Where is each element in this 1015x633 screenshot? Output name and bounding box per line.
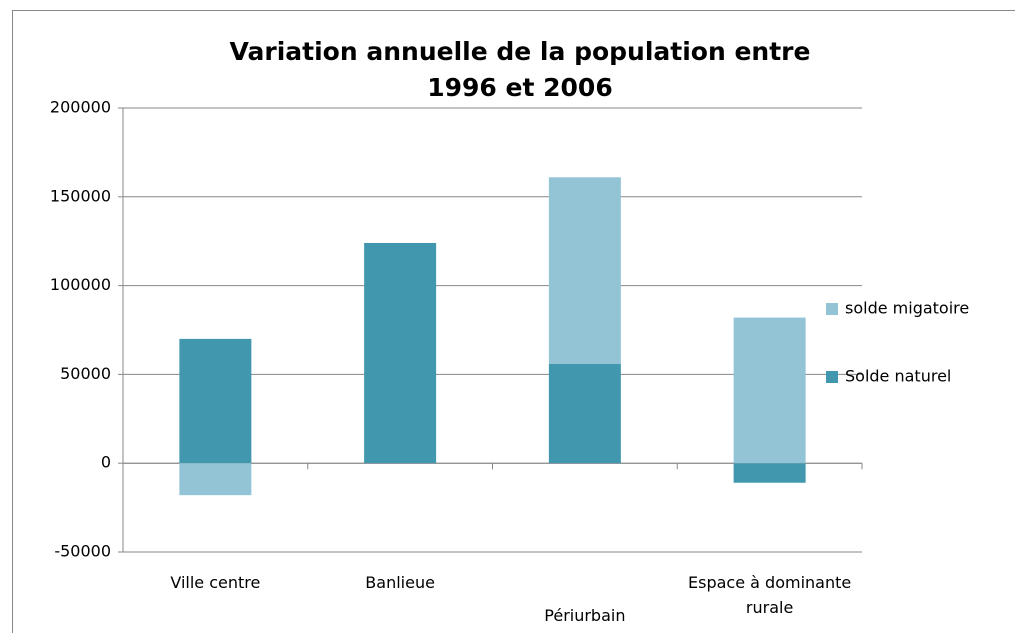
bar-segment: [733, 463, 806, 483]
y-tick-label: -50000: [54, 542, 111, 561]
legend-label: solde migatoire: [845, 299, 969, 318]
y-tick-label: 150000: [50, 186, 111, 205]
chart-frame: [12, 10, 1015, 633]
y-tick-label: 200000: [50, 98, 111, 117]
x-tick-label: Banlieue: [365, 573, 435, 592]
legend-swatch: [826, 303, 838, 315]
bar-segment: [548, 177, 621, 364]
bar-segment: [733, 317, 806, 464]
bar-segment: [179, 338, 252, 464]
x-tick-label: Ville centre: [170, 573, 261, 592]
x-tick-label: Espace à dominante rurale: [688, 573, 852, 617]
y-tick-label: 100000: [50, 275, 111, 294]
chart-title: Variation annuelle de la population entr…: [229, 37, 811, 102]
bar-segment: [364, 242, 437, 464]
x-tick-label: Périurbain: [544, 606, 626, 625]
y-tick-label: 0: [101, 453, 111, 472]
bar-segment: [179, 463, 252, 496]
bar-segment: [548, 363, 621, 464]
y-tick-label: 50000: [60, 364, 111, 383]
legend-label: Solde naturel: [845, 367, 951, 386]
legend-swatch: [826, 371, 838, 383]
